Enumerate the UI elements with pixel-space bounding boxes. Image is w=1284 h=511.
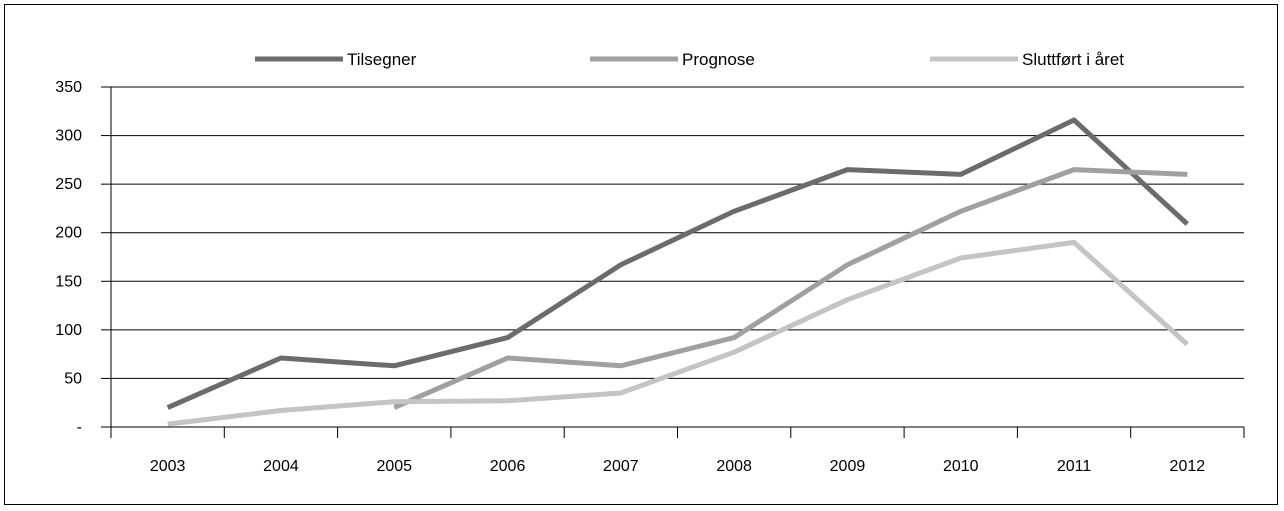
- x-tick-label: 2003: [150, 458, 186, 475]
- y-tick-label: 100: [55, 322, 82, 339]
- x-tick-label: 2008: [716, 458, 752, 475]
- x-tick-label: 2005: [376, 458, 412, 475]
- legend-label: Tilsegner: [347, 50, 417, 69]
- x-tick-label: 2006: [490, 458, 526, 475]
- legend-label: Prognose: [682, 50, 755, 69]
- y-tick-label: -: [77, 419, 82, 436]
- series-line: [167, 239, 1189, 427]
- x-tick-label: 2007: [603, 458, 639, 475]
- x-tick-label: 2004: [263, 458, 299, 475]
- series-line: [166, 117, 1189, 410]
- y-tick-label: 50: [64, 370, 82, 387]
- y-tick-label: 250: [55, 176, 82, 193]
- legend-label: Sluttført i året: [1022, 50, 1124, 69]
- y-tick-label: 150: [55, 273, 82, 290]
- x-tick-label: 2011: [1057, 458, 1092, 475]
- y-tick-label: 350: [55, 79, 82, 96]
- x-tick-label: 2012: [1170, 458, 1206, 475]
- y-tick-label: 300: [55, 128, 82, 145]
- y-tick-label: 200: [55, 225, 82, 242]
- x-tick-label: 2009: [830, 458, 866, 475]
- x-tick-label: 2010: [943, 458, 979, 475]
- series-line: [393, 167, 1188, 410]
